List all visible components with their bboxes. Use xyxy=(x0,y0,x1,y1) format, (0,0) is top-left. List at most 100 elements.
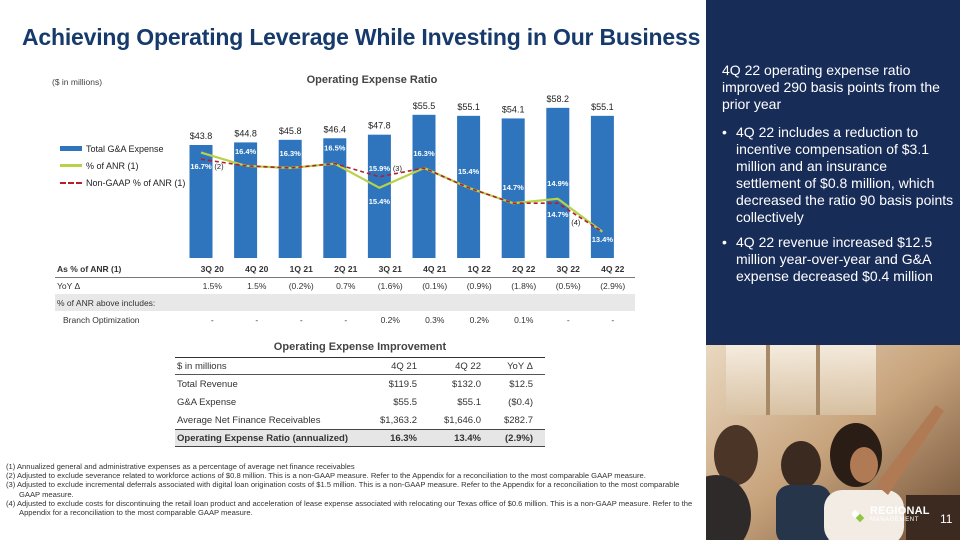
office-photo xyxy=(706,345,960,540)
bar-value-label: $55.5 xyxy=(413,101,436,111)
branch-cell: - xyxy=(210,314,214,325)
branch-label: Branch Optimization xyxy=(63,314,140,325)
improvement-table: $ in millions 4Q 21 4Q 22 YoY Δ Total Re… xyxy=(175,357,545,447)
bar-value-label: $58.2 xyxy=(547,94,570,104)
improvement-cell: Operating Expense Ratio (annualized) xyxy=(177,432,349,444)
anr-percent-label: 13.4% xyxy=(592,235,614,244)
yoy-cell: 1.5% xyxy=(247,281,267,291)
improvement-cell: ($0.4) xyxy=(508,396,533,408)
header-label: As % of ANR (1) xyxy=(57,263,122,274)
chart-legend: Total G&A Expense % of ANR (1) Non-GAAP … xyxy=(60,140,185,191)
footnote: (4) Adjusted to exclude costs for discon… xyxy=(6,498,693,518)
bar-value-label: $43.8 xyxy=(190,131,213,141)
improvement-header: YoY Δ xyxy=(507,360,533,372)
logo-line-2: MANAGEMENT xyxy=(870,517,920,523)
includes-row: % of ANR above includes: xyxy=(55,294,635,311)
quarter-cell: 2Q 22 xyxy=(512,263,536,274)
anr-percent-label: 15.4% xyxy=(458,167,480,176)
footnote-marker: (3) xyxy=(393,164,403,173)
quarter-cell: 1Q 22 xyxy=(467,263,491,274)
yoy-row: YoY Δ 1.5% 1.5% (0.2%) 0.7% (1.6%) (0.1%… xyxy=(55,277,635,294)
anr-percent-label: 14.9% xyxy=(547,179,569,188)
improvement-row: Total Revenue $119.5 $132.0 $12.5 xyxy=(175,375,545,393)
improvement-header: 4Q 21 xyxy=(391,360,417,372)
page-number: 11 xyxy=(940,512,953,526)
branch-cell: - xyxy=(344,314,348,325)
quarter-cell: 4Q 20 xyxy=(245,263,269,274)
improvement-cell: $132.0 xyxy=(451,378,481,390)
yoy-cell: (0.5%) xyxy=(555,281,581,291)
bar-4q-21 xyxy=(412,114,436,258)
bar-value-label: $46.4 xyxy=(324,124,347,134)
footnotes: (1) Annualized general and administrativ… xyxy=(6,462,696,517)
branch-cell: 0.1% xyxy=(514,314,534,325)
improvement-cell: $12.5 xyxy=(509,378,533,390)
legend-swatch-line xyxy=(60,164,82,167)
non-gaap-percent-label: 16.7% xyxy=(190,162,212,171)
company-logo: REGIONAL MANAGEMENT xyxy=(852,505,930,525)
quarter-cell: 4Q 21 xyxy=(423,263,447,274)
bar-value-label: $47.8 xyxy=(368,121,391,131)
improvement-total-row: Operating Expense Ratio (annualized) 16.… xyxy=(175,429,545,447)
summary-bullet: 4Q 22 includes a reduction to incentive … xyxy=(722,124,954,226)
bar-value-label: $55.1 xyxy=(457,102,480,112)
improvement-cell: $119.5 xyxy=(388,378,417,390)
chart-unit-note: ($ in millions) xyxy=(52,77,102,87)
branch-optimization-row: Branch Optimization - - - - 0.2% 0.3% 0.… xyxy=(55,311,635,328)
operating-expense-ratio-chart: Operating Expense Ratio ($ in millions) … xyxy=(52,74,614,259)
quarter-cell: 4Q 22 xyxy=(601,263,625,274)
anr-percent-label: 16.3% xyxy=(280,149,302,158)
non-gaap-percent-line xyxy=(200,158,603,233)
legend-label-line: % of ANR (1) xyxy=(86,160,139,171)
logo-line-1: REGIONAL xyxy=(870,505,930,517)
bar-3q-21 xyxy=(367,134,391,258)
logo-text: REGIONAL MANAGEMENT xyxy=(870,505,930,525)
branch-cell: 0.2% xyxy=(469,314,489,325)
improvement-cell: $1,646.0 xyxy=(444,414,481,426)
bar-4q-20 xyxy=(234,142,258,258)
quarter-cell: 1Q 21 xyxy=(289,263,313,274)
improvement-cell: $282.7 xyxy=(503,414,533,426)
quarter-cell: 3Q 20 xyxy=(200,263,224,274)
yoy-cell: (0.1%) xyxy=(422,281,448,291)
yoy-cell: (1.8%) xyxy=(511,281,537,291)
bar-4q-22 xyxy=(590,115,614,258)
summary-bullet: 4Q 22 revenue increased $12.5 million ye… xyxy=(722,234,954,285)
improvement-cell: G&A Expense xyxy=(177,396,237,408)
improvement-header: 4Q 22 xyxy=(455,360,481,372)
branch-cell: - xyxy=(611,314,615,325)
improvement-cell: (2.9%) xyxy=(505,432,533,444)
bar-value-label: $55.1 xyxy=(591,102,614,112)
anr-percent-label: 16.4% xyxy=(235,147,257,156)
anr-percent-label: 16.3% xyxy=(413,149,435,158)
improvement-cell: $1,363.2 xyxy=(380,414,417,426)
chart-title: Operating Expense Ratio xyxy=(307,74,438,86)
legend-item-line: % of ANR (1) xyxy=(60,157,185,174)
improvement-row: G&A Expense $55.5 $55.1 ($0.4) xyxy=(175,393,545,411)
bar-1q-21 xyxy=(278,139,302,258)
improvement-title: Operating Expense Improvement xyxy=(273,341,447,353)
legend-swatch-dashed xyxy=(60,181,82,184)
bar-value-label: $44.8 xyxy=(234,128,257,138)
improvement-cell: Average Net Finance Receivables xyxy=(177,414,321,426)
legend-item-dashed: Non-GAAP % of ANR (1) xyxy=(60,174,185,191)
quarter-cell: 2Q 21 xyxy=(334,263,358,274)
legend-label-bar: Total G&A Expense xyxy=(86,143,164,154)
legend-item-bar: Total G&A Expense xyxy=(60,140,185,157)
improvement-cell: 13.4% xyxy=(454,432,481,444)
bar-3q-22 xyxy=(546,107,570,259)
yoy-cell: 0.7% xyxy=(336,281,356,291)
improvement-cell: $55.1 xyxy=(457,396,481,408)
quarter-header-row: As % of ANR (1) 3Q 20 4Q 20 1Q 21 2Q 21 … xyxy=(55,260,635,277)
non-gaap-percent-label: 14.7% xyxy=(547,210,569,219)
footnote: (2) Adjusted to exclude severance relate… xyxy=(6,471,646,481)
yoy-cell: (1.6%) xyxy=(377,281,403,291)
improvement-cell: 16.3% xyxy=(390,432,417,444)
yoy-cell: (0.2%) xyxy=(288,281,314,291)
branch-cell: - xyxy=(566,314,570,325)
quarter-cell: 3Q 22 xyxy=(556,263,580,274)
improvement-cell: $55.5 xyxy=(393,396,417,408)
bar-3q-20 xyxy=(189,144,213,258)
anr-percent-line xyxy=(200,151,604,233)
footnote: (3) Adjusted to exclude incremental defe… xyxy=(6,480,680,499)
